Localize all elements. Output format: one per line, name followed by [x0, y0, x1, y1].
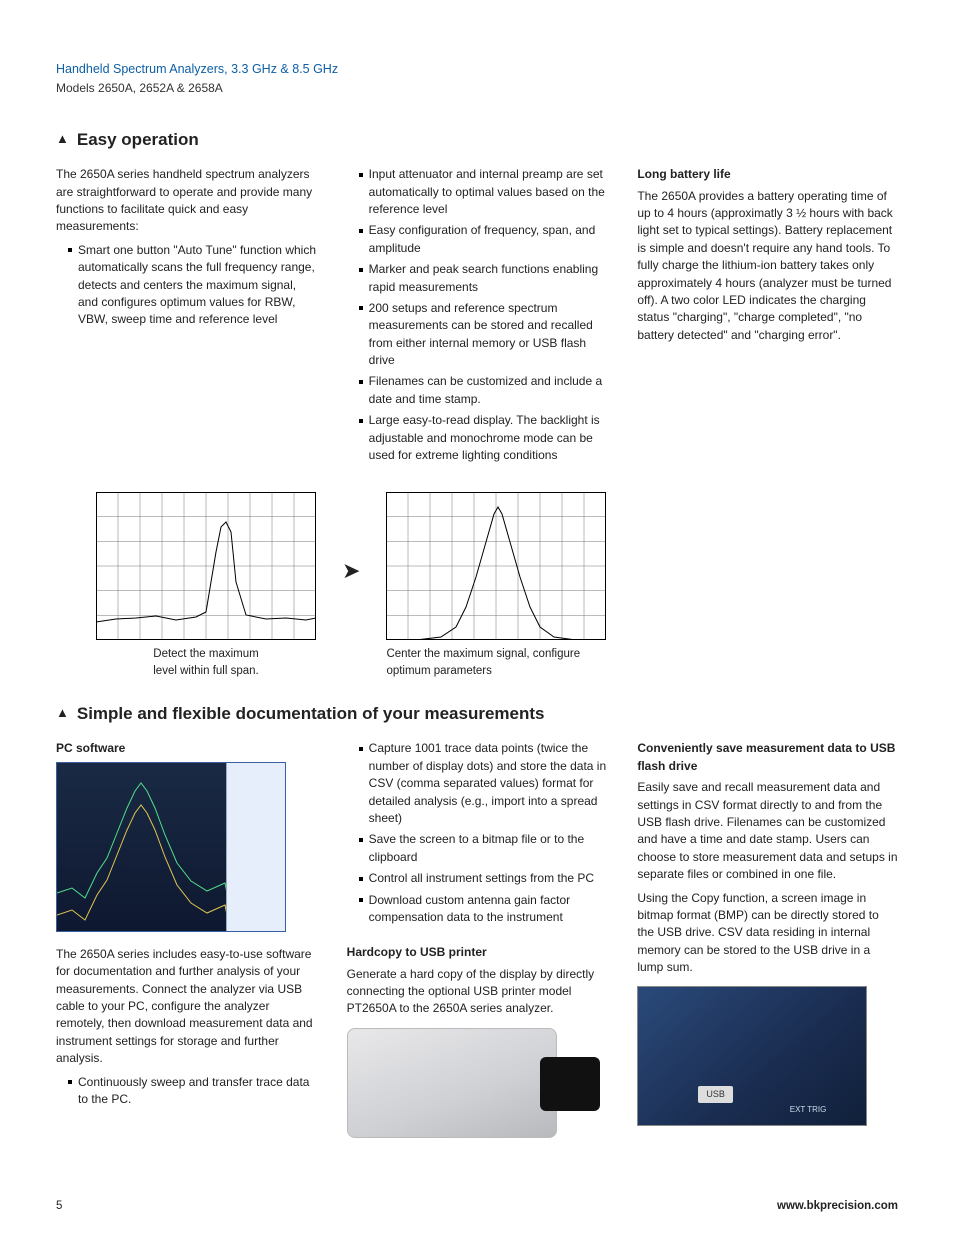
s2c2-b2: Save the screen to a bitmap file or to t… — [359, 831, 608, 866]
section-easy-operation-heading: Easy operation — [56, 128, 898, 153]
section1-columns: The 2650A series handheld spectrum analy… — [56, 166, 898, 468]
section2-col2: Capture 1001 trace data points (twice th… — [347, 740, 608, 1137]
section1-col2: Input attenuator and internal preamp are… — [347, 166, 608, 468]
spectrum-chart-centered — [386, 492, 606, 640]
section-documentation-heading: Simple and flexible documentation of you… — [56, 702, 898, 727]
spectrum-chart-full-span — [96, 492, 316, 640]
pc-software-screenshot — [56, 762, 286, 932]
fig1-cap1b: level within full span. — [153, 665, 258, 677]
s2c3-p2: Using the Copy function, a screen image … — [637, 890, 898, 977]
fig-right: Center the maximum signal, configure opt… — [386, 492, 606, 679]
doc-title: Handheld Spectrum Analyzers, 3.3 GHz & 8… — [56, 60, 898, 78]
s1c3-heading: Long battery life — [637, 166, 898, 183]
section2-col3: Conveniently save measurement data to US… — [637, 740, 898, 1137]
analyzer-usb-port-image — [637, 986, 867, 1126]
arrow-icon: ➤ — [342, 555, 360, 587]
page-footer: 5 www.bkprecision.com — [56, 1198, 898, 1215]
s1c2-b5: Filenames can be customized and include … — [359, 373, 608, 408]
doc-subtitle: Models 2650A, 2652A & 2658A — [56, 80, 898, 97]
s1c1-bullet: Smart one button "Auto Tune" function wh… — [68, 242, 317, 329]
section1-col1: The 2650A series handheld spectrum analy… — [56, 166, 317, 468]
section2-col1: PC software The 2650A series includes ea… — [56, 740, 317, 1137]
s2c2-b3: Control all instrument settings from the… — [359, 870, 608, 887]
s2c3-p1: Easily save and recall measurement data … — [637, 779, 898, 883]
fig1-cap1a: Detect the maximum — [153, 648, 258, 660]
s1c1-intro: The 2650A series handheld spectrum analy… — [56, 166, 317, 236]
s2c2-b1: Capture 1001 trace data points (twice th… — [359, 740, 608, 827]
s1c3-body: The 2650A provides a battery operating t… — [637, 188, 898, 345]
fig-left: Detect the maximum level within full spa… — [96, 492, 316, 679]
s2c1-body: The 2650A series includes easy-to-use so… — [56, 946, 317, 1068]
pc-software-trace — [57, 763, 229, 933]
s1c2-b3: Marker and peak search functions enablin… — [359, 261, 608, 296]
s1c2-b4: 200 setups and reference spectrum measur… — [359, 300, 608, 370]
s2c1-b1: Continuously sweep and transfer trace da… — [68, 1074, 317, 1109]
page-number: 5 — [56, 1198, 62, 1215]
autotune-figure-row: Detect the maximum level within full spa… — [96, 492, 898, 679]
s2c2-body2: Generate a hard copy of the display by d… — [347, 966, 608, 1018]
fig1-cap2a: Center the maximum signal, configure — [386, 648, 580, 660]
s2c2-heading2: Hardcopy to USB printer — [347, 944, 608, 961]
s1c2-b1: Input attenuator and internal preamp are… — [359, 166, 608, 218]
section1-col3: Long battery life The 2650A provides a b… — [637, 166, 898, 468]
s1c2-b6: Large easy-to-read display. The backligh… — [359, 412, 608, 464]
section2-columns: PC software The 2650A series includes ea… — [56, 740, 898, 1137]
usb-printer-image — [347, 1028, 557, 1138]
fig1-cap2b: optimum parameters — [386, 665, 491, 677]
s2c3-heading: Conveniently save measurement data to US… — [637, 740, 898, 775]
s2c1-heading: PC software — [56, 740, 317, 757]
footer-url: www.bkprecision.com — [777, 1198, 898, 1215]
s1c2-b2: Easy configuration of frequency, span, a… — [359, 222, 608, 257]
s2c2-b4: Download custom antenna gain factor comp… — [359, 892, 608, 927]
